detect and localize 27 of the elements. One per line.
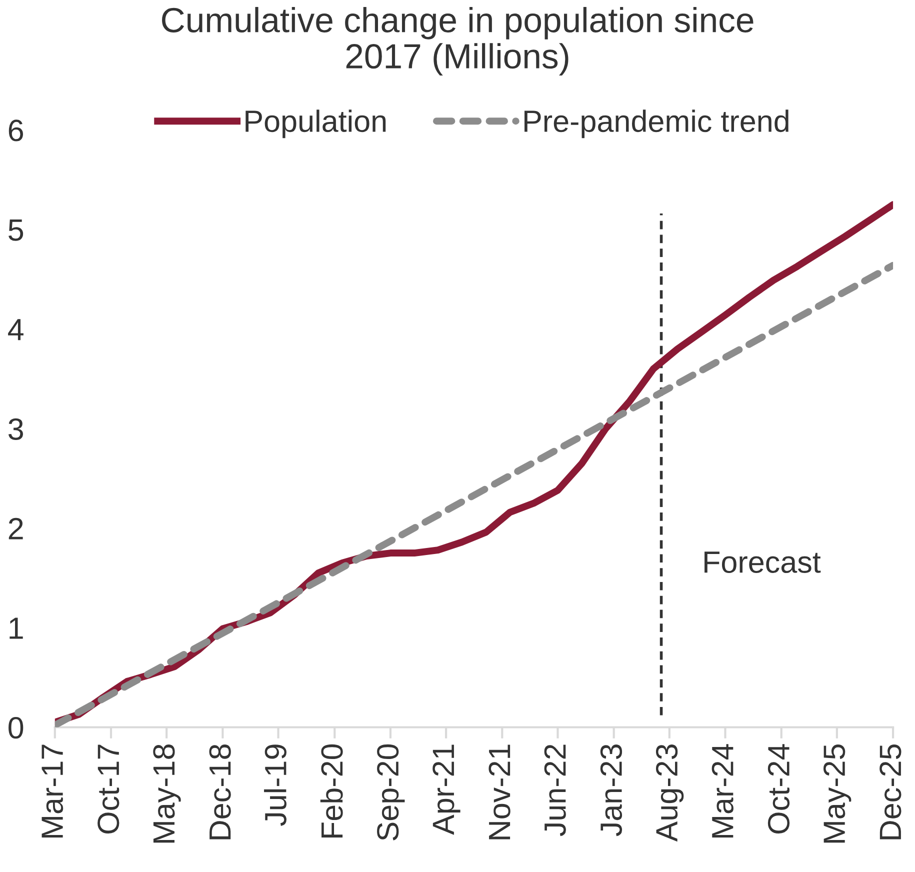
y-tick-label: 6 <box>8 120 24 142</box>
x-tick-label: Oct-24 <box>768 744 790 834</box>
x-tick-label: Aug-23 <box>656 744 684 842</box>
y-tick-label: 3 <box>8 418 24 440</box>
x-tick-label: Apr-21 <box>432 744 460 835</box>
y-tick-label: 1 <box>10 618 23 639</box>
x-tick-label: Oct-17 <box>98 744 120 834</box>
x-tick-label: Nov-21 <box>488 744 510 840</box>
y-tick-label: 0 <box>8 716 24 739</box>
x-tick-label: Dec-25 <box>880 744 902 840</box>
x-tick-label: Jan-23 <box>600 744 622 836</box>
y-tick-label: 2 <box>8 518 23 540</box>
x-tick-label: Dec-18 <box>209 744 231 840</box>
x-tick-label: May-18 <box>153 744 181 843</box>
ref-line-label: Forecast <box>704 552 821 573</box>
y-tick-label: 5 <box>8 220 24 241</box>
y-tick-label: 4 <box>8 319 24 340</box>
x-tick-label: May-25 <box>824 744 852 843</box>
x-tick-label: Mar-24 <box>712 744 734 838</box>
x-tick-label: Jun-22 <box>544 744 566 836</box>
legend-label: Population <box>246 110 386 138</box>
legend-label: Pre-pandemic trend <box>524 110 788 138</box>
x-tick-label: Feb-20 <box>320 744 343 838</box>
chart-title: Cumulative change in population since 2017 (Millions) <box>162 6 754 76</box>
x-tick-label: Jul-19 <box>264 744 286 826</box>
x-tick-label: Sep-20 <box>377 744 405 840</box>
x-tick-label: Mar-17 <box>42 744 64 838</box>
